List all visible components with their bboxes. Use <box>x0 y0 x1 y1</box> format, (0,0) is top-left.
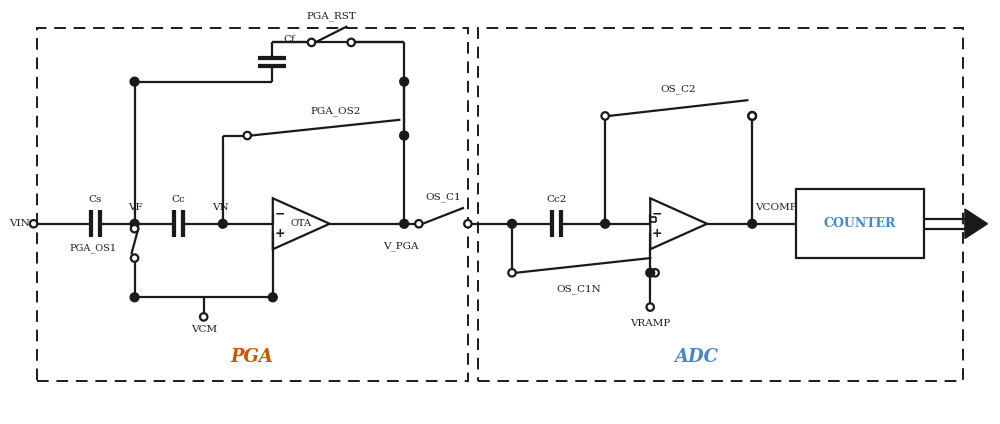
Bar <box>796 190 924 258</box>
Circle shape <box>308 39 315 46</box>
Circle shape <box>646 268 655 277</box>
Circle shape <box>130 293 139 302</box>
Text: VIN: VIN <box>9 219 30 228</box>
Text: −: − <box>652 208 662 220</box>
Circle shape <box>508 219 516 228</box>
Polygon shape <box>965 209 987 238</box>
Circle shape <box>244 132 251 139</box>
Circle shape <box>347 39 355 46</box>
Circle shape <box>30 220 37 228</box>
Text: PGA_OS1: PGA_OS1 <box>70 243 117 253</box>
Text: OS_C1N: OS_C1N <box>556 285 601 294</box>
Circle shape <box>131 225 138 232</box>
Circle shape <box>130 219 139 228</box>
Text: ADC: ADC <box>674 348 718 366</box>
Text: PGA: PGA <box>231 348 274 366</box>
Text: V_PGA: V_PGA <box>383 241 419 251</box>
Circle shape <box>200 313 207 321</box>
Text: PGA_OS2: PGA_OS2 <box>310 106 361 116</box>
Text: VF: VF <box>128 203 143 212</box>
Circle shape <box>131 254 138 262</box>
Text: PGA_RST: PGA_RST <box>306 11 356 21</box>
Circle shape <box>268 293 277 302</box>
Circle shape <box>508 269 516 276</box>
Circle shape <box>218 219 227 228</box>
Text: VRAMP: VRAMP <box>630 319 670 328</box>
Text: Cc: Cc <box>172 195 186 204</box>
Text: VCM: VCM <box>191 325 217 334</box>
Text: OS_C1: OS_C1 <box>426 192 461 202</box>
Circle shape <box>651 269 659 276</box>
Circle shape <box>130 77 139 86</box>
Circle shape <box>464 220 472 228</box>
Bar <box>37 28 468 381</box>
Circle shape <box>601 219 610 228</box>
Text: OTA: OTA <box>291 219 312 228</box>
Circle shape <box>601 112 609 120</box>
Text: +: + <box>652 227 662 240</box>
Text: Cc2: Cc2 <box>546 195 566 204</box>
Bar <box>478 28 963 381</box>
Text: +: + <box>274 227 285 240</box>
Circle shape <box>400 219 409 228</box>
Text: Cs: Cs <box>89 195 102 204</box>
Text: −: − <box>274 208 285 220</box>
Text: OS_C2: OS_C2 <box>661 85 696 95</box>
Text: VCOMP: VCOMP <box>755 203 797 212</box>
Text: VN: VN <box>213 203 229 212</box>
Circle shape <box>748 112 757 120</box>
Circle shape <box>400 131 409 140</box>
Circle shape <box>415 220 423 228</box>
Circle shape <box>748 112 756 120</box>
Text: Cf: Cf <box>284 35 295 45</box>
Circle shape <box>400 77 409 86</box>
Text: COUNTER: COUNTER <box>824 217 896 230</box>
Circle shape <box>748 219 757 228</box>
Circle shape <box>647 303 654 311</box>
Circle shape <box>400 132 408 139</box>
